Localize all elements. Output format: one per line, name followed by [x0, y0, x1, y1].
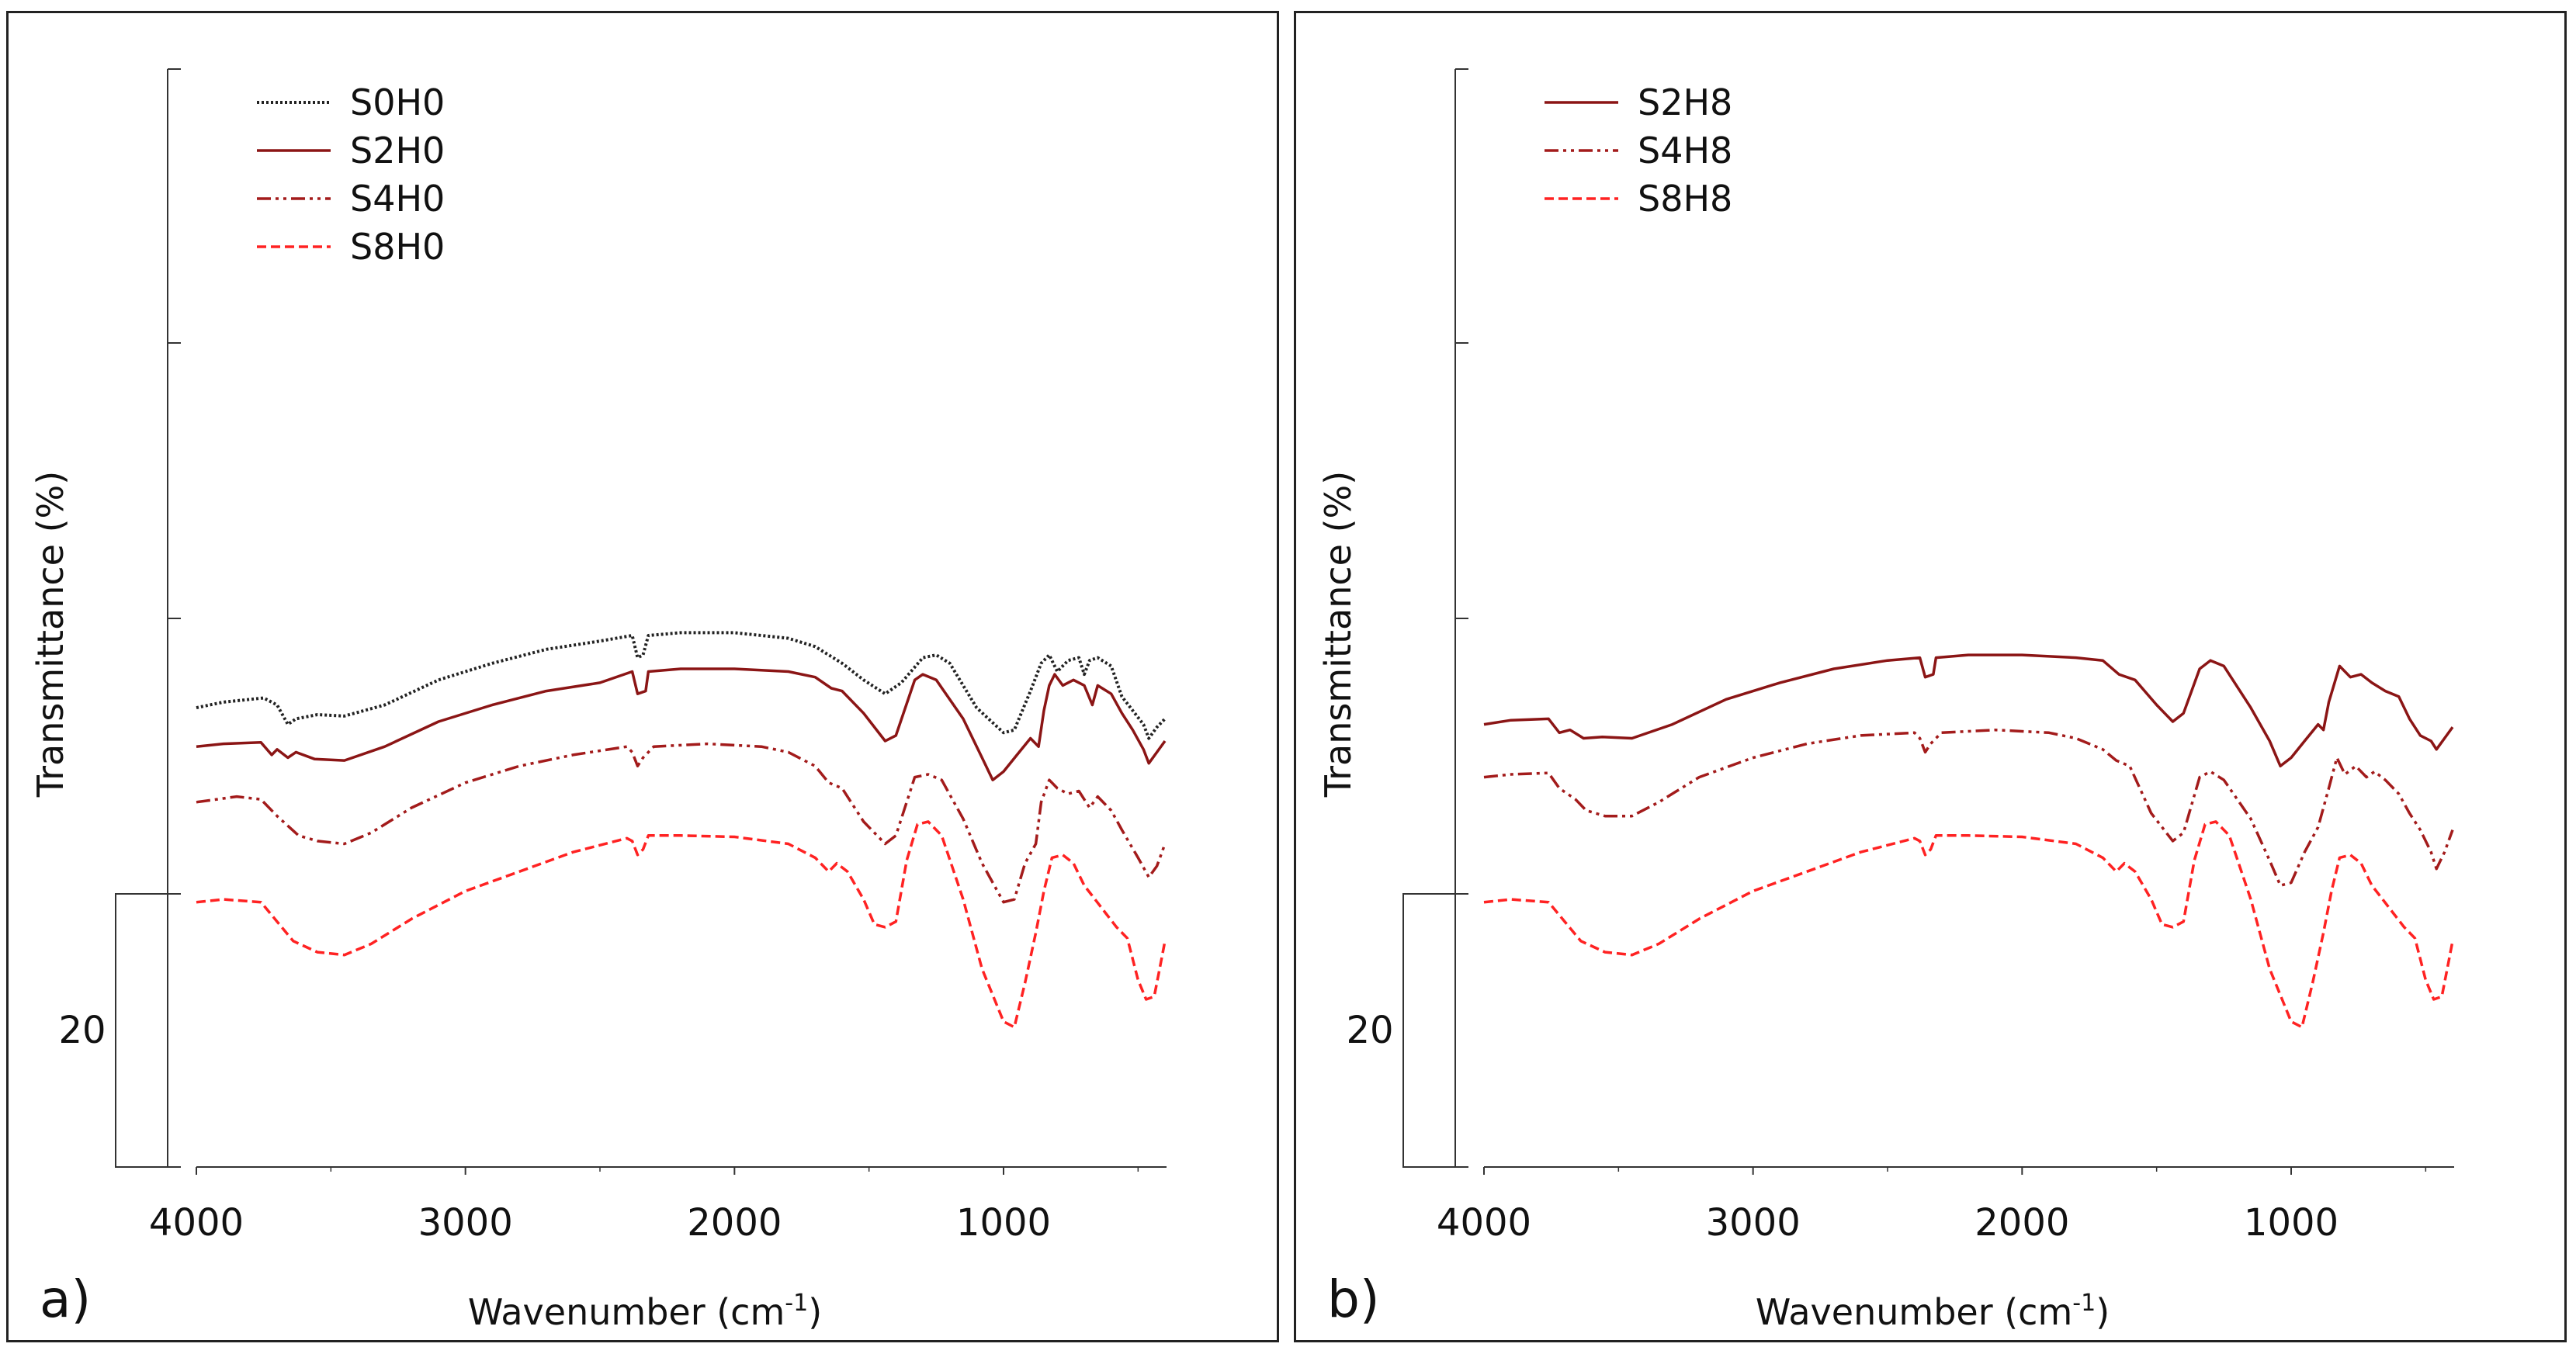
series-line-s8h8 — [1483, 820, 2454, 1029]
x-tick-label: 3000 — [1706, 1201, 1801, 1245]
x-tick-label: 2000 — [1974, 1201, 2069, 1245]
series-line-s0h0 — [196, 631, 1167, 740]
series-line-s2h0 — [196, 667, 1167, 781]
x-tick-label: 1000 — [2244, 1201, 2339, 1245]
legend-label: S8H8 — [1638, 178, 1732, 220]
x-tick-label: 4000 — [149, 1201, 244, 1245]
series-line-s4h8 — [1483, 728, 2454, 887]
x-tick-label: 2000 — [687, 1201, 782, 1245]
chart-a-svg: 4000 3000 2000 1000 Wavenumber (cm-1) Transmi… — [29, 68, 1167, 1333]
series-line-s2h8 — [1483, 653, 2454, 768]
legend-label: S2H0 — [350, 130, 445, 171]
series-line-s8h0 — [196, 820, 1167, 1029]
y-axis-label: Transmittance (%) — [29, 471, 71, 798]
chart-panel-b: 4000 3000 2000 1000 Wavenumber (cm-1) Transmi… — [1294, 11, 2567, 1342]
scale-bar — [1402, 893, 1468, 1168]
x-axis-label: Wavenumber (cm-1) — [468, 1290, 822, 1333]
chart-b-svg: 4000 3000 2000 1000 Wavenumber (cm-1) Transmi… — [1317, 68, 2454, 1333]
series-line-s4h0 — [196, 742, 1167, 904]
scale-bar-label: 20 — [1346, 1009, 1393, 1052]
x-tick-label: 1000 — [956, 1201, 1051, 1245]
legend-label: S4H8 — [1638, 130, 1732, 171]
legend-label: S2H8 — [1638, 81, 1732, 123]
legend-label: S8H0 — [350, 226, 445, 268]
scale-bar — [115, 893, 181, 1168]
chart-panel-a: 4000 3000 2000 1000 Wavenumber (cm-1) Transmi… — [6, 11, 1279, 1342]
x-tick-label: 3000 — [418, 1201, 513, 1245]
panel-label: a) — [40, 1269, 91, 1329]
legend-label: S0H0 — [350, 81, 445, 123]
x-axis-label: Wavenumber (cm-1) — [1756, 1290, 2110, 1333]
scale-bar-label: 20 — [58, 1009, 106, 1052]
y-axis-label: Transmittance (%) — [1317, 471, 1359, 798]
panel-label: b) — [1327, 1269, 1380, 1329]
legend-label: S4H0 — [350, 178, 445, 220]
x-tick-label: 4000 — [1437, 1201, 1531, 1245]
